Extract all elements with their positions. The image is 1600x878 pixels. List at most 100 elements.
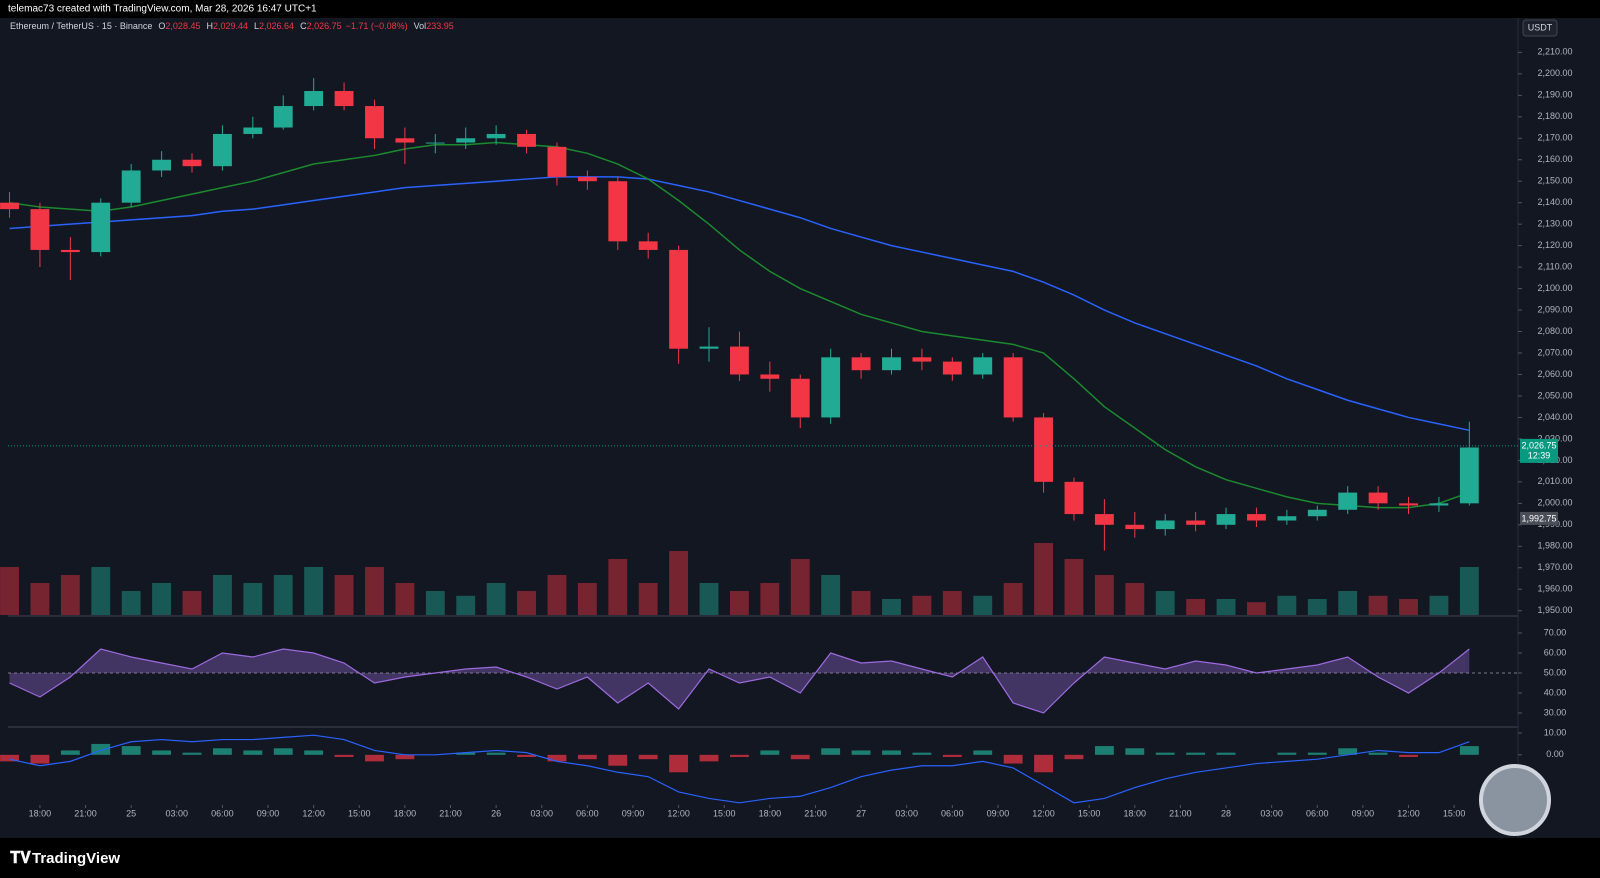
x-tick-label: 27 [856,808,866,818]
macd-bar [152,750,172,755]
y-tick-label: 2,140.00 [1537,197,1572,207]
volume-value: 233.95 [426,21,454,31]
candle-body [1064,481,1084,515]
volume-bar [1368,595,1388,615]
volume-bar [1125,583,1145,615]
candle-body [304,91,324,107]
macd-bar [547,754,567,762]
macd-bar [1155,752,1175,755]
candle-body [0,202,19,210]
candle-body [517,133,536,147]
y-tick-label: 2,180.00 [1537,111,1572,121]
change: −1.71 (−0.08%) [346,21,408,31]
macd-bar [486,752,506,755]
x-tick-label: 12:00 [302,808,325,818]
volume-bar [30,583,50,615]
macd-bar [517,754,536,758]
volume-bar [273,575,293,615]
macd-bar [1125,748,1145,755]
volume-bar [851,591,871,615]
volume-bar [699,583,719,615]
macd-bar [608,754,628,766]
ohlc-label: H [206,21,213,31]
y-tick-label: 1,980.00 [1537,541,1572,551]
candle-body [821,357,841,418]
candle-body [760,374,780,379]
currency-button[interactable] [1522,19,1558,37]
candle-body [30,209,50,250]
macd-bar [577,754,597,760]
rsi-fill [9,649,1470,713]
volume-bar [1307,599,1327,615]
candle-body [669,249,689,349]
volume-bar [1064,559,1084,615]
volume-bar [1277,595,1297,615]
candle-body [1307,509,1327,517]
y-tick-label: 2,150.00 [1537,176,1572,186]
candle-body [547,146,567,177]
macd-bar [1399,754,1418,758]
candle-body [1338,492,1358,510]
volume-bar [973,595,993,615]
volume-bar [182,591,202,615]
x-tick-label: 06:00 [941,808,964,818]
rsi-line [9,648,1470,714]
header-text: telemac73 created with TradingView.com, … [8,4,317,15]
macd-bar [1338,748,1358,755]
volume-bar [121,591,141,615]
rsi-tick-label: 40.00 [1544,687,1567,697]
volume-bar [608,559,628,615]
candle-body [182,159,202,167]
candle-body [973,357,993,375]
ohlc-label: L [254,21,259,31]
macd-bar [1368,752,1388,755]
candle-body [1429,503,1449,506]
brand: TradingView [32,850,120,867]
x-tick-label: 09:00 [622,808,645,818]
volume-bar [1186,599,1206,615]
volume-bar [912,595,932,615]
macd-bar [1277,752,1297,755]
candle-body [486,133,506,139]
y-tick-label: 2,120.00 [1537,240,1572,250]
macd-bar [942,754,962,758]
candle-body [638,241,658,250]
y-tick-label: 2,170.00 [1537,133,1572,143]
macd-bar [334,754,354,758]
volume-bar [0,567,19,615]
macd-bar [973,750,993,755]
volume-bar [304,567,324,615]
rsi-tick-label: 70.00 [1544,627,1567,637]
candle-body [425,142,445,144]
volume-bar [638,583,658,615]
volume-bar [395,583,415,615]
candle-body [395,138,415,143]
candle-body [608,181,628,242]
macd-bar [121,746,141,755]
macd-bar [912,752,932,755]
volume-label: Vol [414,21,427,31]
x-tick-label: 06:00 [576,808,599,818]
volume-bar [1459,567,1479,615]
volume-bar [1429,595,1449,615]
volume-bar [212,575,232,615]
x-tick-label: 03:00 [1260,808,1283,818]
volume-bar [760,583,780,615]
x-tick-label: 03:00 [895,808,918,818]
volume-bar [1338,591,1358,615]
candle-body [851,357,871,371]
price-tag [1520,511,1558,525]
y-tick-label: 2,190.00 [1537,90,1572,100]
price-tag [1520,438,1558,463]
x-tick-label: 25 [126,808,136,818]
macd-bar [1186,752,1206,755]
macd-bar [1094,746,1114,755]
header-bar [0,0,1600,18]
x-tick-label: 03:00 [166,808,189,818]
volume-bar [60,575,80,615]
countdown: 12:39 [1528,450,1551,460]
x-tick-label: 12:00 [1397,808,1420,818]
rsi-tick-label: 30.00 [1544,707,1567,717]
candle-body [365,106,384,139]
